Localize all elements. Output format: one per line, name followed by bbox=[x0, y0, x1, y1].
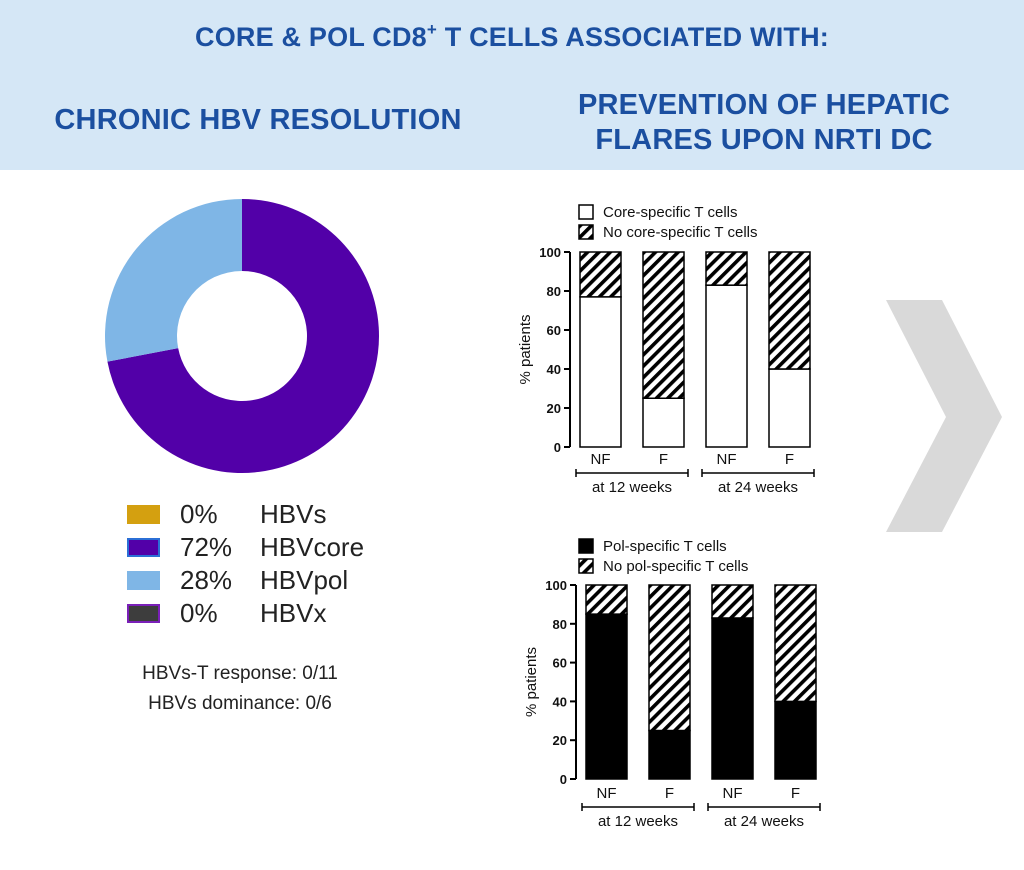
legend-label: HBVpol bbox=[260, 565, 349, 595]
y-tick-label: 20 bbox=[547, 401, 561, 416]
legend-swatch bbox=[127, 571, 160, 590]
bar-segment bbox=[648, 584, 691, 732]
legend-label: Core-specific T cells bbox=[603, 204, 738, 221]
y-axis-label: % patients bbox=[517, 314, 534, 384]
bar-segment bbox=[642, 251, 685, 399]
bar-segment bbox=[774, 700, 817, 780]
legend-percent: 0% bbox=[180, 499, 218, 529]
y-tick-label: 40 bbox=[553, 694, 567, 709]
x-category-label: NF bbox=[597, 785, 617, 802]
legend-swatch bbox=[127, 538, 160, 557]
x-category-label: F bbox=[665, 785, 674, 802]
legend-swatch bbox=[127, 604, 160, 623]
y-tick-label: 60 bbox=[547, 323, 561, 338]
legend-swatch bbox=[578, 224, 594, 240]
bar-segment bbox=[579, 296, 622, 448]
chevron-arrow-icon bbox=[886, 300, 1002, 532]
y-tick-label: 80 bbox=[553, 617, 567, 632]
bar-segment bbox=[705, 284, 748, 448]
y-tick-label: 40 bbox=[547, 362, 561, 377]
legend-percent: 72% bbox=[180, 532, 233, 562]
y-tick-label: 100 bbox=[539, 245, 561, 260]
legend-label: HBVx bbox=[260, 598, 327, 628]
bar-segment bbox=[774, 584, 817, 703]
bar-segment bbox=[768, 251, 811, 370]
donut-slice-hbvpol bbox=[104, 199, 242, 362]
bar-segment bbox=[579, 251, 622, 298]
legend-label: HBVs bbox=[260, 499, 327, 529]
legend-swatch bbox=[578, 558, 594, 574]
x-category-label: NF bbox=[717, 451, 737, 468]
right-heading: PREVENTION OF HEPATIC FLARES UPON NRTI D… bbox=[524, 88, 1004, 158]
x-category-label: F bbox=[659, 451, 668, 468]
y-tick-label: 100 bbox=[545, 578, 567, 593]
bar-segment bbox=[705, 251, 748, 286]
group-label: at 12 weeks bbox=[592, 479, 672, 496]
legend-swatch bbox=[578, 538, 594, 554]
legend-swatch bbox=[578, 204, 594, 220]
y-tick-label: 80 bbox=[547, 284, 561, 299]
bar-segment bbox=[768, 368, 811, 448]
y-tick-label: 0 bbox=[560, 772, 567, 787]
header-band bbox=[0, 0, 1024, 170]
group-label: at 12 weeks bbox=[598, 813, 678, 830]
y-axis-label: % patients bbox=[523, 647, 540, 717]
chevron-arrow-shape bbox=[886, 300, 1002, 532]
left-heading: CHRONIC HBV RESOLUTION bbox=[54, 104, 462, 136]
x-category-label: F bbox=[785, 451, 794, 468]
legend-label: No pol-specific T cells bbox=[603, 558, 748, 575]
x-category-label: NF bbox=[591, 451, 611, 468]
legend-label: No core-specific T cells bbox=[603, 224, 758, 241]
hbvs-response-note: HBVs-T response: 0/11 bbox=[142, 663, 338, 684]
group-label: at 24 weeks bbox=[724, 813, 804, 830]
bar-segment bbox=[585, 613, 628, 780]
hbvs-dominance-note: HBVs dominance: 0/6 bbox=[148, 693, 332, 714]
legend-percent: 28% bbox=[180, 565, 233, 595]
right-heading-line2: FLARES UPON NRTI DC bbox=[595, 124, 933, 156]
y-tick-label: 0 bbox=[554, 440, 561, 455]
y-tick-label: 60 bbox=[553, 656, 567, 671]
x-category-label: F bbox=[791, 785, 800, 802]
bar-segment bbox=[585, 584, 628, 615]
group-label: at 24 weeks bbox=[718, 479, 798, 496]
y-tick-label: 20 bbox=[553, 733, 567, 748]
legend-swatch bbox=[127, 505, 160, 524]
main-title: CORE & POL CD8+ T CELLS ASSOCIATED WITH: bbox=[195, 20, 829, 52]
legend-label: HBVcore bbox=[260, 532, 365, 562]
right-heading-line1: PREVENTION OF HEPATIC bbox=[577, 89, 951, 121]
donut-chart bbox=[104, 199, 380, 473]
x-category-label: NF bbox=[723, 785, 743, 802]
bar-segment bbox=[711, 617, 754, 780]
bar-segment bbox=[648, 729, 691, 780]
donut-slice-hbvcore bbox=[107, 199, 380, 473]
legend-percent: 0% bbox=[180, 598, 218, 628]
bar-segment bbox=[642, 397, 685, 448]
legend-label: Pol-specific T cells bbox=[603, 538, 727, 555]
bar-segment bbox=[711, 584, 754, 619]
